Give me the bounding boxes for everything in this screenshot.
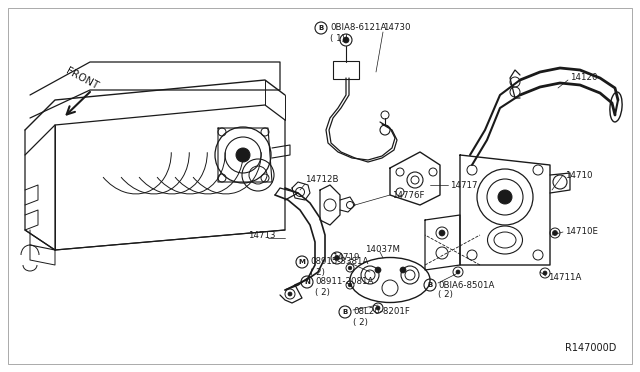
Text: ( 2): ( 2) [310, 267, 325, 276]
Text: N: N [304, 279, 310, 285]
Text: 0BIA8-6121A: 0BIA8-6121A [330, 23, 387, 32]
Text: ( 1): ( 1) [330, 33, 345, 42]
Text: B: B [342, 309, 348, 315]
Circle shape [543, 271, 547, 275]
Text: 14719: 14719 [332, 253, 360, 263]
Text: ( 2): ( 2) [438, 291, 453, 299]
Text: FRONT: FRONT [65, 66, 100, 91]
Text: 08911-2081A: 08911-2081A [315, 278, 373, 286]
Text: B: B [428, 282, 433, 288]
Text: ( 2): ( 2) [353, 317, 368, 327]
Text: 14710: 14710 [565, 170, 593, 180]
Text: M: M [299, 259, 305, 265]
Text: ( 2): ( 2) [315, 288, 330, 296]
Text: R147000D: R147000D [565, 343, 616, 353]
Text: 0BIA6-8501A: 0BIA6-8501A [438, 280, 494, 289]
Circle shape [236, 148, 250, 162]
Circle shape [348, 283, 352, 287]
Circle shape [400, 267, 406, 273]
Text: 14713: 14713 [248, 231, 275, 240]
Circle shape [343, 37, 349, 43]
Circle shape [288, 292, 292, 296]
Text: 14037M: 14037M [365, 246, 400, 254]
Text: 08L20-8201F: 08L20-8201F [353, 308, 410, 317]
Text: 08915-3381A: 08915-3381A [310, 257, 369, 266]
Circle shape [456, 270, 460, 274]
Circle shape [335, 256, 339, 260]
Text: B: B [318, 25, 324, 31]
Circle shape [348, 266, 352, 270]
Circle shape [439, 230, 445, 236]
Text: 14120: 14120 [570, 74, 598, 83]
Circle shape [376, 306, 380, 310]
FancyBboxPatch shape [333, 61, 359, 79]
Circle shape [498, 190, 512, 204]
Text: 14776F: 14776F [392, 190, 424, 199]
Circle shape [375, 267, 381, 273]
Text: 14711A: 14711A [548, 273, 581, 282]
Circle shape [552, 231, 557, 235]
Text: 14717: 14717 [450, 180, 477, 189]
Text: 14730: 14730 [383, 23, 410, 32]
Text: 14712B: 14712B [305, 176, 339, 185]
Text: 14710E: 14710E [565, 228, 598, 237]
